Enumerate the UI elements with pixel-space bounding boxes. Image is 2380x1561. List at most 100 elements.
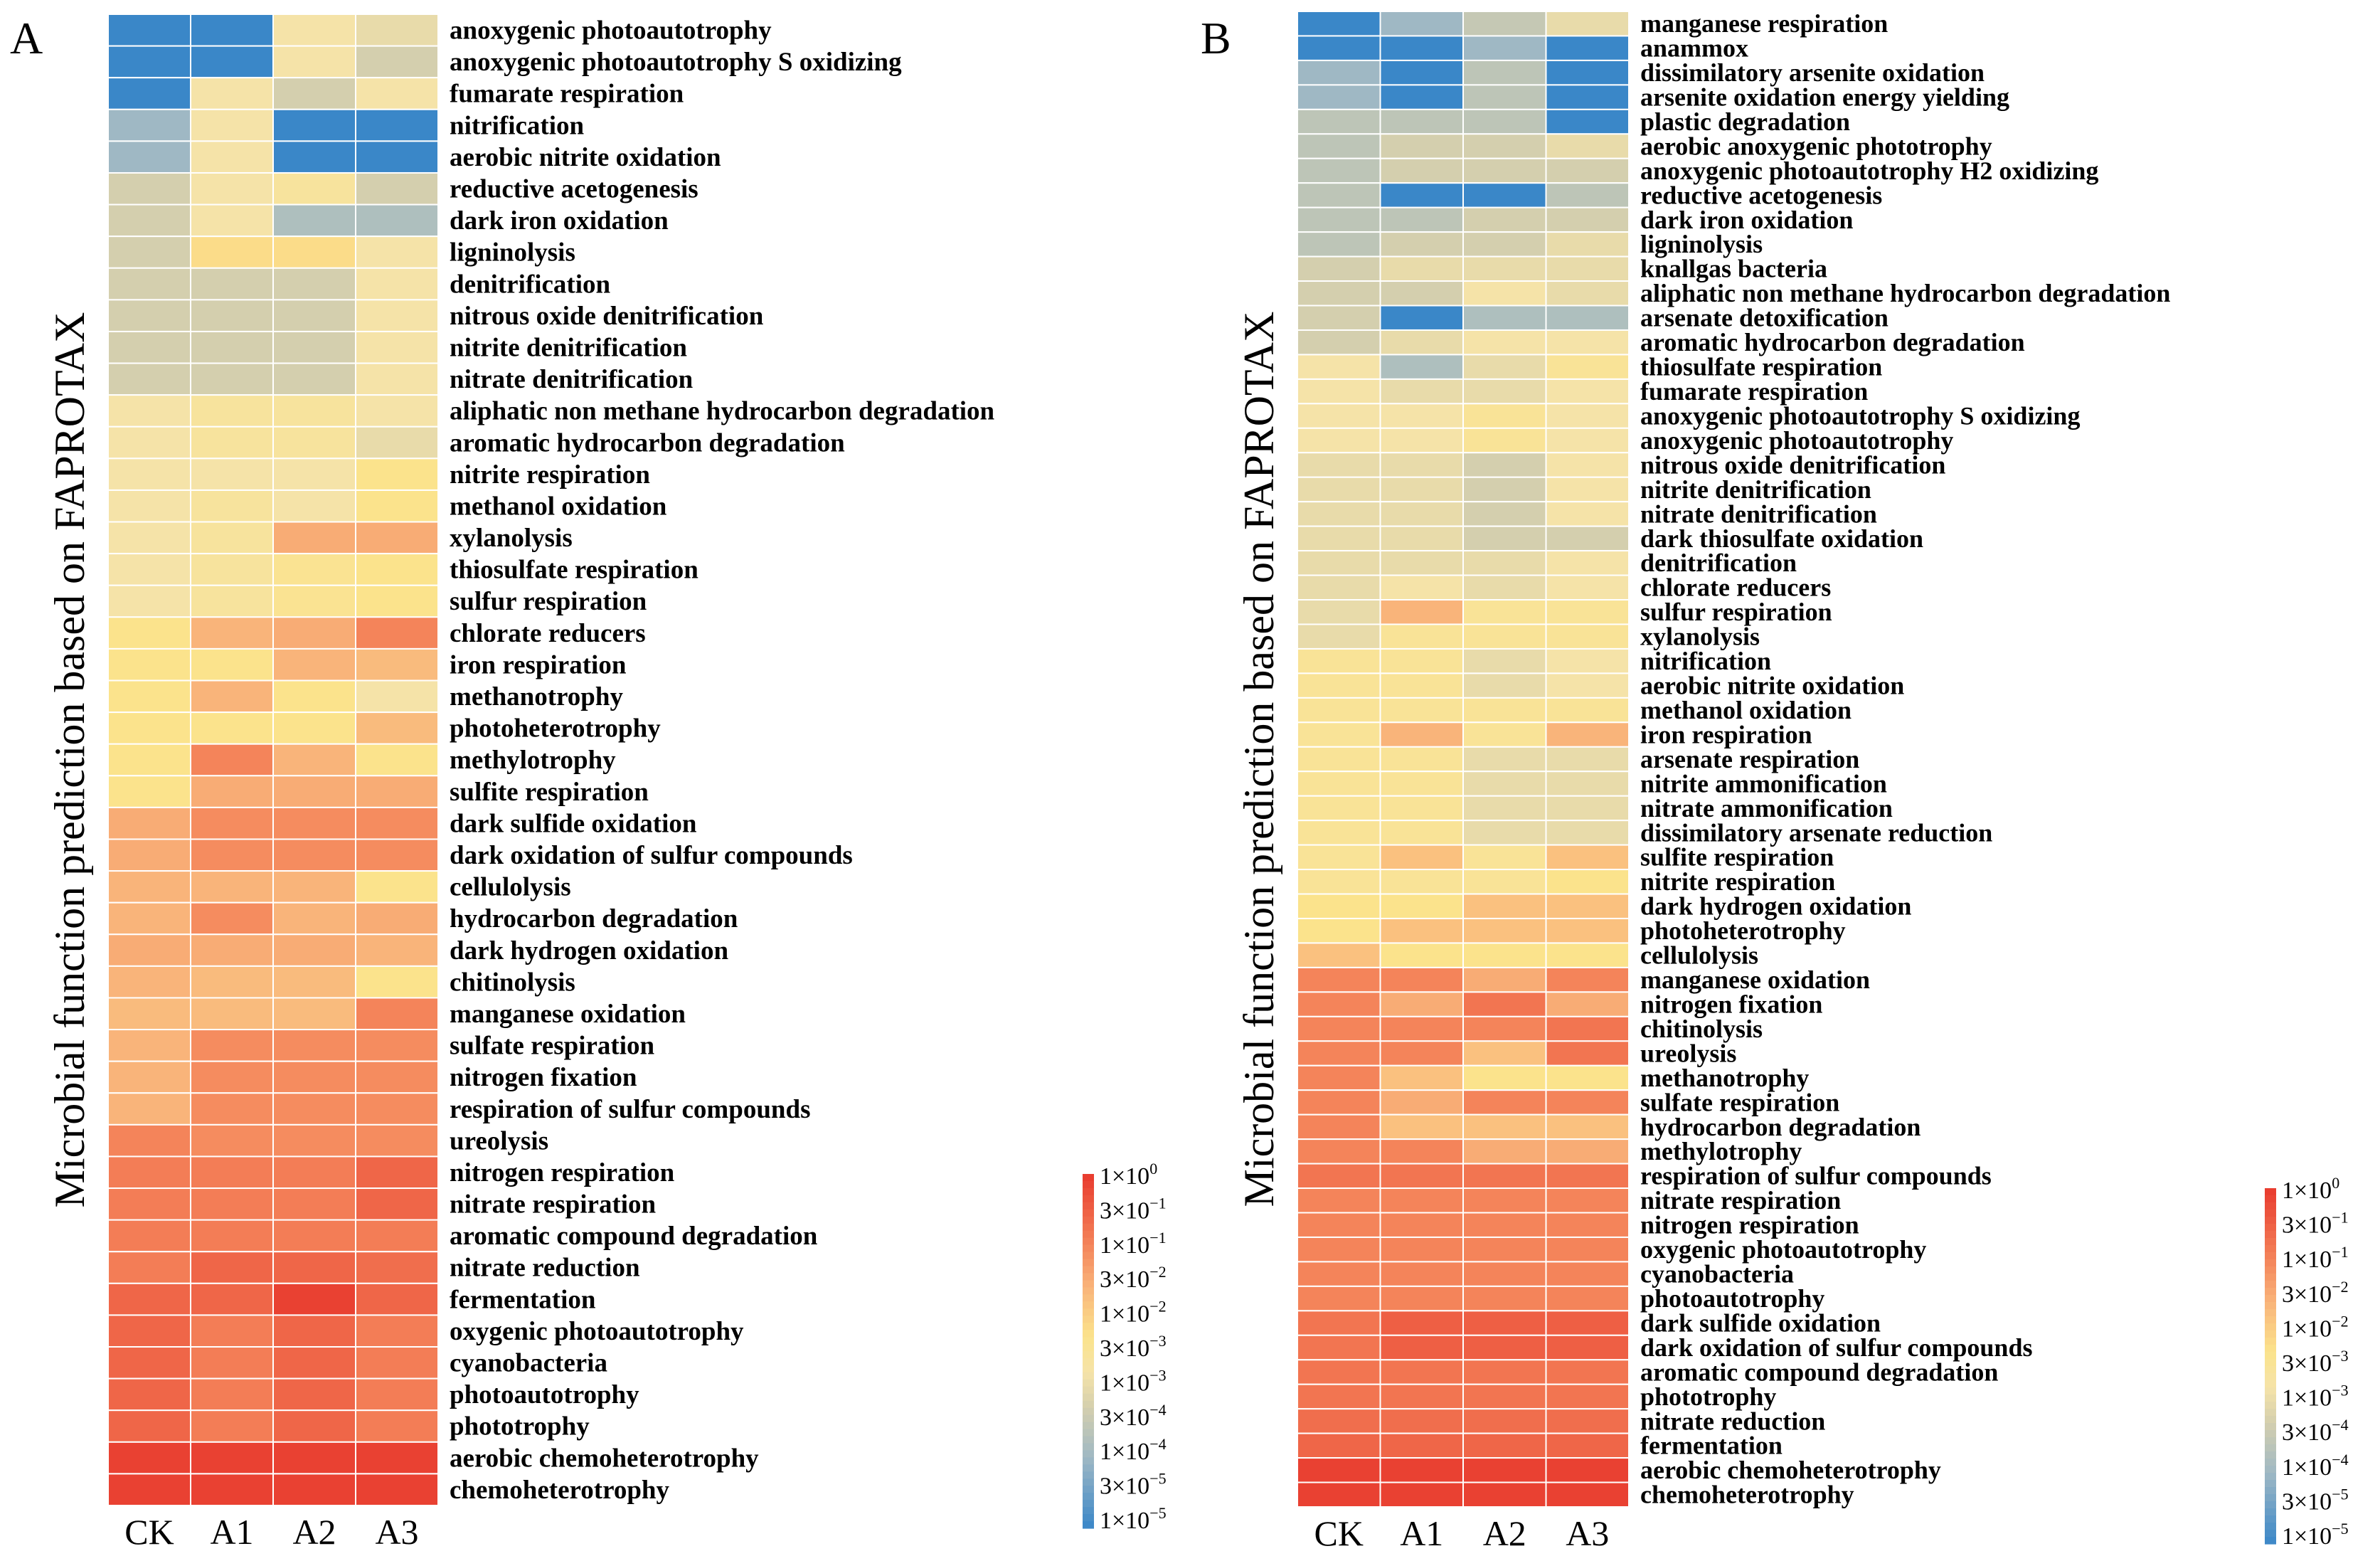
cell-thiosulfate-respiration-a2 [1462, 354, 1547, 380]
row-label-methylotrophy: methylotrophy [1640, 1137, 1802, 1165]
row-label-methanol-oxidation: methanol oxidation [450, 492, 667, 521]
cell-sulfate-respiration-ck [107, 1029, 191, 1062]
row-label-arsenate-respiration: arsenate respiration [1640, 745, 1859, 773]
legend-swatch [1083, 1507, 1094, 1515]
row-label-anoxygenic-photoautotrophy: anoxygenic photoautotrophy [1640, 426, 1953, 455]
row-label-dark-sulfide-oxidation: dark sulfide oxidation [1640, 1308, 1881, 1337]
legend-swatch [2265, 1437, 2276, 1445]
cell-chitinolysis-ck [1297, 1015, 1381, 1042]
cell-manganese-oxidation-a3 [355, 997, 439, 1031]
legend-tick-label: 1×10−4 [1100, 1435, 1167, 1465]
legend-swatch [2265, 1210, 2276, 1217]
cell-sulfite-respiration-ck [107, 775, 191, 808]
cell-nitrite-denitrification-a3 [355, 330, 439, 364]
cell-aromatic-compound-degradation-ck [1297, 1359, 1381, 1385]
cell-fumarate-respiration-a3 [1545, 378, 1630, 405]
row-label-aerobic-chemoheterotrophy: aerobic chemoheterotrophy [450, 1444, 759, 1473]
cell-oxygenic-photoautotrophy-ck [107, 1314, 191, 1348]
cell-nitrate-respiration-ck [1297, 1187, 1381, 1214]
row-label-cellulolysis: cellulolysis [1640, 941, 1758, 970]
row-label-photoheterotrophy: photoheterotrophy [450, 714, 661, 744]
legend-swatch [2265, 1430, 2276, 1438]
cell-manganese-oxidation-a2 [272, 997, 356, 1031]
cell-nitrogen-fixation-ck [107, 1060, 191, 1094]
cell-dissimilatory-arsenite-oxidation-a1 [1379, 59, 1464, 86]
cell-nitrite-denitrification-ck [107, 330, 191, 364]
legend-swatch [1083, 1486, 1094, 1493]
cell-methanotrophy-a1 [1379, 1064, 1464, 1091]
cell-photoautotrophy-a3 [1545, 1285, 1630, 1312]
row-label-hydrocarbon-degradation: hydrocarbon degradation [1640, 1113, 1921, 1141]
cell-anoxygenic-photoautotrophy-ck [1297, 427, 1381, 454]
cell-photoheterotrophy-ck [107, 711, 191, 745]
cell-chemoheterotrophy-ck [107, 1473, 191, 1506]
legend-swatch [1083, 1372, 1094, 1380]
cell-xylanolysis-ck [1297, 623, 1381, 650]
cell-methylotrophy-a2 [272, 743, 356, 777]
y-axis-label: Microbial function prediction based on F… [46, 312, 93, 1208]
cell-nitrite-ammonification-a2 [1462, 771, 1547, 797]
cell-arsenate-detoxification-a1 [1379, 305, 1464, 331]
row-label-nitrite-ammonification: nitrite ammonification [1640, 769, 1887, 798]
cell-thiosulfate-respiration-a3 [1545, 354, 1630, 380]
cell-nitrification-ck [107, 108, 191, 142]
cell-oxygenic-photoautotrophy-ck [1297, 1236, 1381, 1263]
cell-nitrogen-respiration-ck [1297, 1212, 1381, 1238]
legend-swatch [2265, 1288, 2276, 1296]
legend-swatch [1083, 1493, 1094, 1501]
cell-xylanolysis-a2 [272, 521, 356, 555]
legend-swatch [2265, 1252, 2276, 1260]
cell-nitrate-respiration-ck [107, 1187, 191, 1221]
legend-tick-label: 3×10−4 [2282, 1416, 2349, 1446]
legend-swatch [2265, 1523, 2276, 1530]
cell-iron-respiration-a2 [272, 647, 356, 682]
cell-sulfur-respiration-ck [1297, 599, 1381, 625]
cell-phototrophy-a1 [1379, 1383, 1464, 1410]
cell-denitrification-a1 [190, 267, 274, 301]
cell-methanotrophy-ck [1297, 1064, 1381, 1091]
row-label-anoxygenic-photoautotrophy-s-oxidizing: anoxygenic photoautotrophy S oxidizing [450, 48, 902, 77]
cell-dark-sulfide-oxidation-a3 [355, 806, 439, 840]
row-label-cyanobacteria: cyanobacteria [450, 1349, 607, 1378]
cell-aromatic-compound-degradation-a3 [1545, 1359, 1630, 1385]
cell-ureolysis-a3 [1545, 1040, 1630, 1067]
row-label-respiration-of-sulfur-compounds: respiration of sulfur compounds [450, 1095, 810, 1124]
cell-methylotrophy-ck [1297, 1138, 1381, 1165]
row-label-aliphatic-non-methane-hydrocarbon-degradation: aliphatic non methane hydrocarbon degrad… [450, 397, 995, 426]
cell-oxygenic-photoautotrophy-a1 [1379, 1236, 1464, 1263]
cell-arsenite-oxidation-energy-yielding-a3 [1545, 84, 1630, 110]
cell-cyanobacteria-a2 [272, 1346, 356, 1380]
cell-nitrate-ammonification-a2 [1462, 795, 1547, 822]
cell-nitrite-respiration-ck [107, 457, 191, 491]
cell-nitrous-oxide-denitrification-a2 [272, 299, 356, 332]
row-label-fermentation: fermentation [450, 1285, 596, 1314]
cell-sulfate-respiration-ck [1297, 1089, 1381, 1116]
cell-aliphatic-non-methane-hydrocarbon-degradation-ck [107, 394, 191, 428]
cell-nitrogen-fixation-a2 [272, 1060, 356, 1094]
cell-methanol-oxidation-a1 [190, 489, 274, 523]
cell-aerobic-nitrite-oxidation-a2 [272, 140, 356, 174]
cell-nitrate-denitrification-ck [107, 362, 191, 396]
legend-swatch [2265, 1459, 2276, 1466]
cell-dark-iron-oxidation-a2 [1462, 206, 1547, 233]
row-label-nitrite-denitrification: nitrite denitrification [450, 333, 687, 362]
row-label-ligninolysis: ligninolysis [450, 238, 575, 268]
cell-nitrogen-respiration-ck [107, 1155, 191, 1190]
row-label-dark-iron-oxidation: dark iron oxidation [450, 206, 669, 236]
cell-aromatic-compound-degradation-a1 [1379, 1359, 1464, 1385]
legend-swatch [2265, 1330, 2276, 1338]
cell-chemoheterotrophy-a1 [190, 1473, 274, 1506]
legend-swatch [1083, 1174, 1094, 1182]
legend-swatch [2265, 1217, 2276, 1224]
legend-swatch [2265, 1302, 2276, 1310]
cell-dark-hydrogen-oxidation-ck [1297, 893, 1381, 919]
cell-fumarate-respiration-a1 [190, 77, 274, 110]
column-label-a1: A1 [1400, 1513, 1443, 1553]
cell-nitrate-ammonification-a3 [1545, 795, 1630, 822]
cell-arsenate-respiration-a2 [1462, 746, 1547, 773]
cell-dark-iron-oxidation-a2 [272, 203, 356, 238]
cell-nitrate-respiration-a3 [355, 1187, 439, 1221]
cell-aerobic-nitrite-oxidation-a2 [1462, 672, 1547, 699]
cell-oxygenic-photoautotrophy-a1 [190, 1314, 274, 1348]
cell-dark-sulfide-oxidation-ck [107, 806, 191, 840]
